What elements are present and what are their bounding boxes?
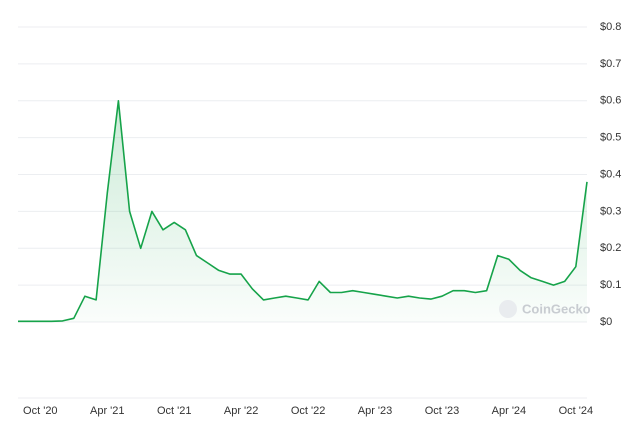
x-tick-label: Apr '23 (358, 405, 393, 417)
y-tick-label: $0.3 (600, 205, 621, 217)
y-tick-label: $0.7 (600, 58, 621, 70)
y-tick-label: $0 (600, 316, 612, 328)
y-tick-label: $0.1 (600, 279, 621, 291)
x-tick-label: Apr '22 (224, 405, 259, 417)
x-tick-label: Oct '24 (559, 405, 594, 417)
y-tick-label: $0.2 (600, 242, 621, 254)
price-line (18, 100, 588, 323)
y-tick-label: $0.4 (600, 168, 621, 180)
watermark-text: CoinGecko (522, 301, 591, 316)
x-tick-label: Oct '23 (425, 405, 460, 417)
y-tick-label: $0.5 (600, 132, 621, 144)
x-tick-label: Oct '20 (23, 405, 58, 417)
x-tick-label: Apr '21 (90, 405, 125, 417)
y-tick-label: $0.6 (600, 95, 621, 107)
y-tick-label: $0.8 (600, 21, 621, 33)
watermark: CoinGecko (499, 300, 591, 318)
x-tick-label: Oct '21 (157, 405, 192, 417)
x-tick-label: Apr '24 (492, 405, 527, 417)
area (18, 100, 587, 322)
x-tick-label: Oct '22 (291, 405, 326, 417)
